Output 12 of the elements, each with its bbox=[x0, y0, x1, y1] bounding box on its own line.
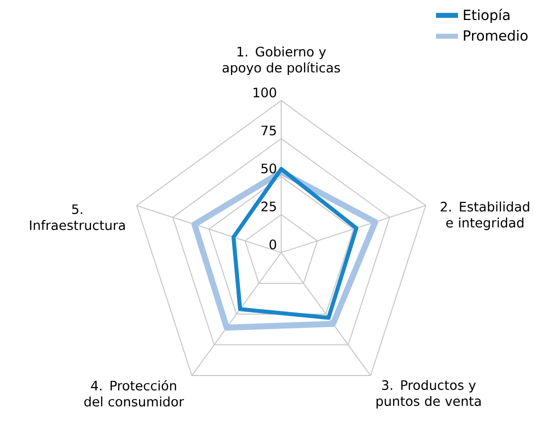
y-tick-label: 75 bbox=[262, 126, 276, 136]
spoke-label: 1. Gobierno y apoyo de políticas bbox=[222, 46, 340, 76]
y-tick-label: 50 bbox=[261, 164, 276, 174]
spoke-label: 5. Infraestructura bbox=[30, 204, 125, 230]
spoke-label: 4. Protección del consumidor bbox=[84, 380, 184, 407]
y-tick-label: 0 bbox=[270, 240, 276, 250]
y-tick-label: 100 bbox=[254, 88, 276, 98]
spoke-label: 2. Estabilidad e integridad bbox=[440, 202, 530, 230]
legend-label: Etiopía bbox=[464, 8, 510, 23]
spoke-label: 3. Productos y puntos de venta bbox=[376, 380, 481, 409]
legend-label: Promedio bbox=[464, 30, 528, 41]
y-tick-label: 25 bbox=[261, 202, 276, 212]
